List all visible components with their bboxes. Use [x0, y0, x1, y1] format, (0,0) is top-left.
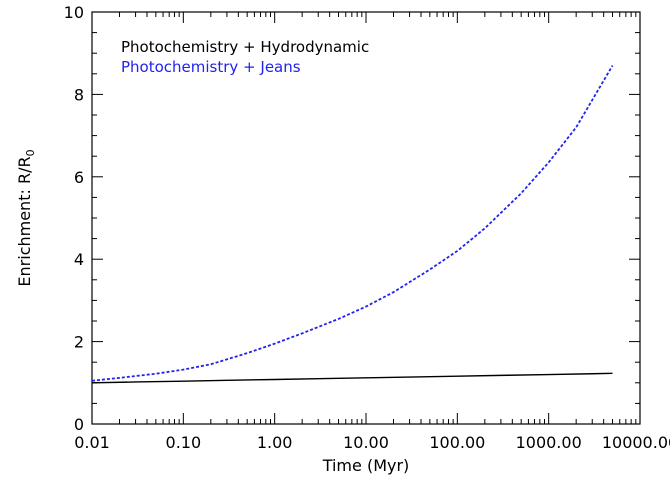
y-tick-label: 10	[64, 3, 84, 22]
series-lines	[91, 65, 614, 384]
x-tick-label: 10000.00	[602, 433, 670, 452]
y-tick-label: 4	[74, 250, 84, 269]
x-tick-label: 10.00	[343, 433, 389, 452]
y-tick-label: 2	[74, 333, 84, 352]
axis-ticks	[91, 11, 641, 425]
x-tick-label: 0.01	[74, 433, 110, 452]
legend-entry-jeans: Photochemistry + Jeans	[121, 58, 301, 76]
x-tick-label: 1.00	[257, 433, 293, 452]
series-line-jeans	[91, 65, 614, 382]
series-line-hydrodynamic	[91, 372, 613, 384]
x-tick-label: 0.10	[166, 433, 202, 452]
y-axis-title-main: Enrichment: R/R	[15, 156, 34, 286]
y-tick-label: 0	[74, 415, 84, 434]
legend: Photochemistry + Hydrodynamic Photochemi…	[121, 38, 369, 76]
x-tick-label: 1000.00	[516, 433, 582, 452]
y-axis-title: Enrichment: R/R0	[15, 149, 37, 286]
y-tick-label: 6	[74, 168, 84, 187]
axis-tick-labels: 0.01 0.10 1.00 10.00 100.00 1000.00 10000.00 0 2…	[64, 3, 670, 452]
x-tick-label: 100.00	[429, 433, 485, 452]
y-axis-title-subscript: 0	[24, 149, 37, 156]
x-axis-title: Time (Myr)	[322, 456, 410, 475]
legend-entry-hydrodynamic: Photochemistry + Hydrodynamic	[121, 38, 369, 56]
y-tick-label: 8	[74, 85, 84, 104]
